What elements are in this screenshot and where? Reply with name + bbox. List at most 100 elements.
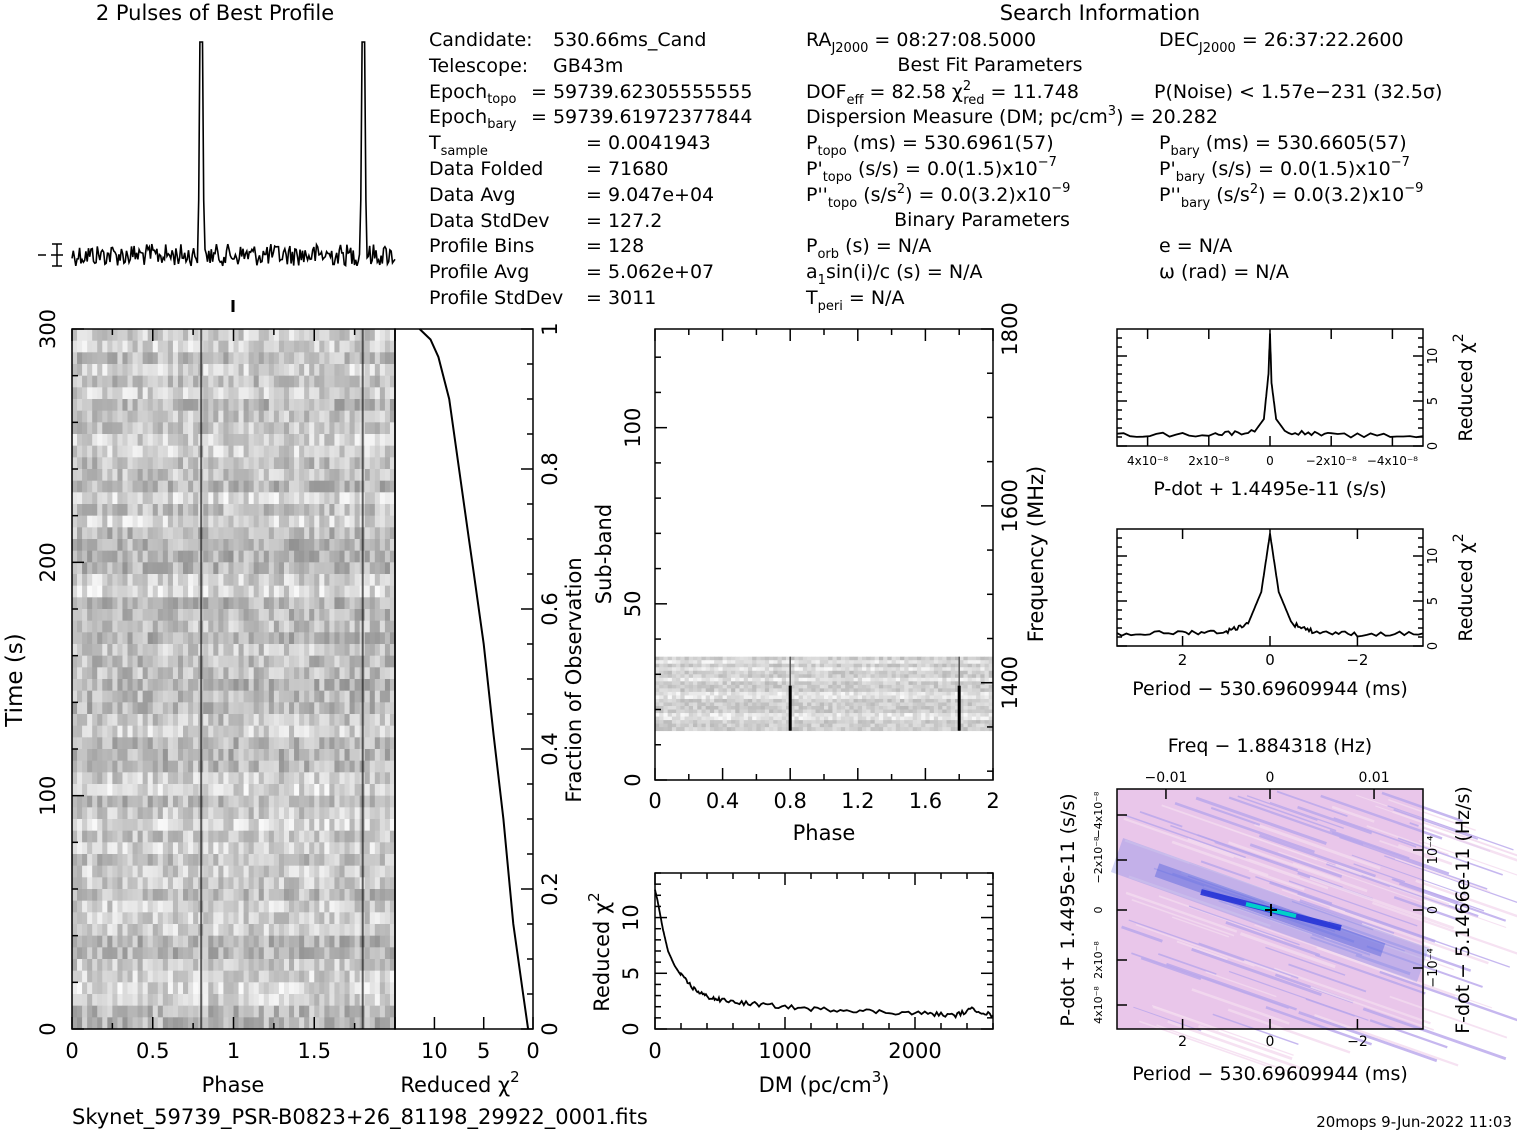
heat-cell bbox=[374, 865, 381, 878]
subband-cell bbox=[756, 667, 762, 672]
heat-cell bbox=[218, 725, 224, 738]
heat-cell bbox=[188, 387, 194, 400]
subband-cell bbox=[655, 663, 660, 668]
subband-cell bbox=[895, 663, 901, 668]
subband-cell bbox=[921, 660, 926, 665]
subband-cell bbox=[663, 667, 669, 672]
heat-cell bbox=[122, 935, 128, 948]
subband-cell bbox=[773, 691, 778, 696]
heat-cell bbox=[374, 784, 381, 797]
heat-cell bbox=[117, 620, 123, 633]
heat-cell bbox=[177, 667, 184, 680]
heat-cell bbox=[77, 877, 83, 890]
subband-cell bbox=[671, 656, 677, 661]
heat-cell bbox=[283, 714, 290, 727]
heat-cell bbox=[354, 935, 361, 948]
subband-cell bbox=[709, 688, 715, 693]
subband-cell bbox=[781, 674, 787, 679]
subband-cell bbox=[832, 677, 838, 682]
heat-cell bbox=[137, 912, 144, 925]
heat-cell bbox=[122, 924, 128, 937]
subband-cell bbox=[887, 695, 893, 700]
heat-cell bbox=[364, 877, 371, 890]
heat-cell bbox=[203, 970, 209, 983]
subband-cell bbox=[798, 698, 804, 703]
heat-cell bbox=[162, 539, 169, 552]
heat-cell bbox=[82, 387, 88, 400]
heat-cell bbox=[349, 480, 356, 493]
heat-cell bbox=[389, 609, 396, 622]
heat-cell bbox=[122, 609, 128, 622]
heat-cell bbox=[374, 667, 381, 680]
heat-cell bbox=[379, 655, 386, 668]
heat-cell bbox=[117, 994, 123, 1007]
subband-cell bbox=[967, 677, 973, 682]
subband-cell bbox=[933, 670, 939, 675]
heat-cell bbox=[77, 900, 83, 913]
heat-cell bbox=[142, 830, 149, 843]
heat-cell bbox=[117, 632, 123, 645]
heat-cell bbox=[77, 690, 83, 703]
subband-cell bbox=[676, 656, 681, 661]
subband-cell bbox=[693, 702, 698, 707]
heat-cell bbox=[172, 702, 179, 715]
heat-cell bbox=[384, 469, 391, 482]
subband-cell bbox=[916, 698, 922, 703]
subband-cell bbox=[878, 695, 884, 700]
subband-cell bbox=[811, 691, 816, 696]
heat-cell bbox=[117, 795, 123, 808]
heat-cell bbox=[354, 492, 361, 505]
heat-cell bbox=[218, 620, 224, 633]
heat-cell bbox=[162, 994, 169, 1007]
heat-cell bbox=[349, 865, 356, 878]
heat-cell bbox=[122, 749, 128, 762]
heat-cell bbox=[349, 340, 356, 353]
heat-cell bbox=[82, 935, 88, 948]
heat-cell bbox=[354, 457, 361, 470]
subband-cell bbox=[676, 677, 681, 682]
heat-cell bbox=[218, 539, 224, 552]
heat-cell bbox=[324, 375, 330, 388]
heat-cell bbox=[193, 994, 199, 1007]
heat-cell bbox=[344, 562, 350, 575]
heat-cell bbox=[162, 912, 169, 925]
heat-cell bbox=[112, 982, 118, 995]
subband-cell bbox=[760, 695, 766, 700]
heat-cell bbox=[263, 784, 270, 797]
heat-cell bbox=[369, 900, 376, 913]
heat-cell bbox=[132, 760, 139, 773]
heat-cell bbox=[157, 445, 164, 458]
heat-cell bbox=[389, 422, 396, 435]
heat-cell bbox=[107, 352, 113, 365]
heat-cell bbox=[188, 749, 194, 762]
subband-cell bbox=[887, 684, 893, 689]
heat-cell bbox=[162, 515, 169, 528]
heat-cell bbox=[218, 609, 224, 622]
heat-cell bbox=[389, 445, 396, 458]
heat-cell bbox=[238, 667, 244, 680]
subband-cell bbox=[870, 663, 876, 668]
heat-cell bbox=[87, 667, 93, 680]
heat-cell bbox=[278, 375, 285, 388]
heat-cell bbox=[172, 480, 179, 493]
subband-cell bbox=[663, 663, 669, 668]
heat-cell bbox=[193, 492, 199, 505]
heat-cell bbox=[389, 550, 396, 563]
subband-cell bbox=[976, 691, 981, 696]
heat-cell bbox=[253, 632, 260, 645]
heat-cell bbox=[243, 830, 250, 843]
heat-cell bbox=[172, 667, 179, 680]
heat-cell bbox=[228, 982, 234, 995]
heat-cell bbox=[304, 760, 310, 773]
heat-cell bbox=[374, 515, 381, 528]
subband-cell bbox=[967, 660, 973, 665]
heat-cell bbox=[278, 340, 285, 353]
heat-cell bbox=[369, 527, 376, 540]
heat-cell bbox=[324, 352, 330, 365]
heat-cell bbox=[233, 550, 239, 563]
subband-cell bbox=[794, 667, 800, 672]
heat-cell bbox=[263, 585, 270, 598]
heat-cell bbox=[127, 539, 133, 552]
heat-cell bbox=[309, 900, 315, 913]
heat-cell bbox=[127, 854, 133, 867]
